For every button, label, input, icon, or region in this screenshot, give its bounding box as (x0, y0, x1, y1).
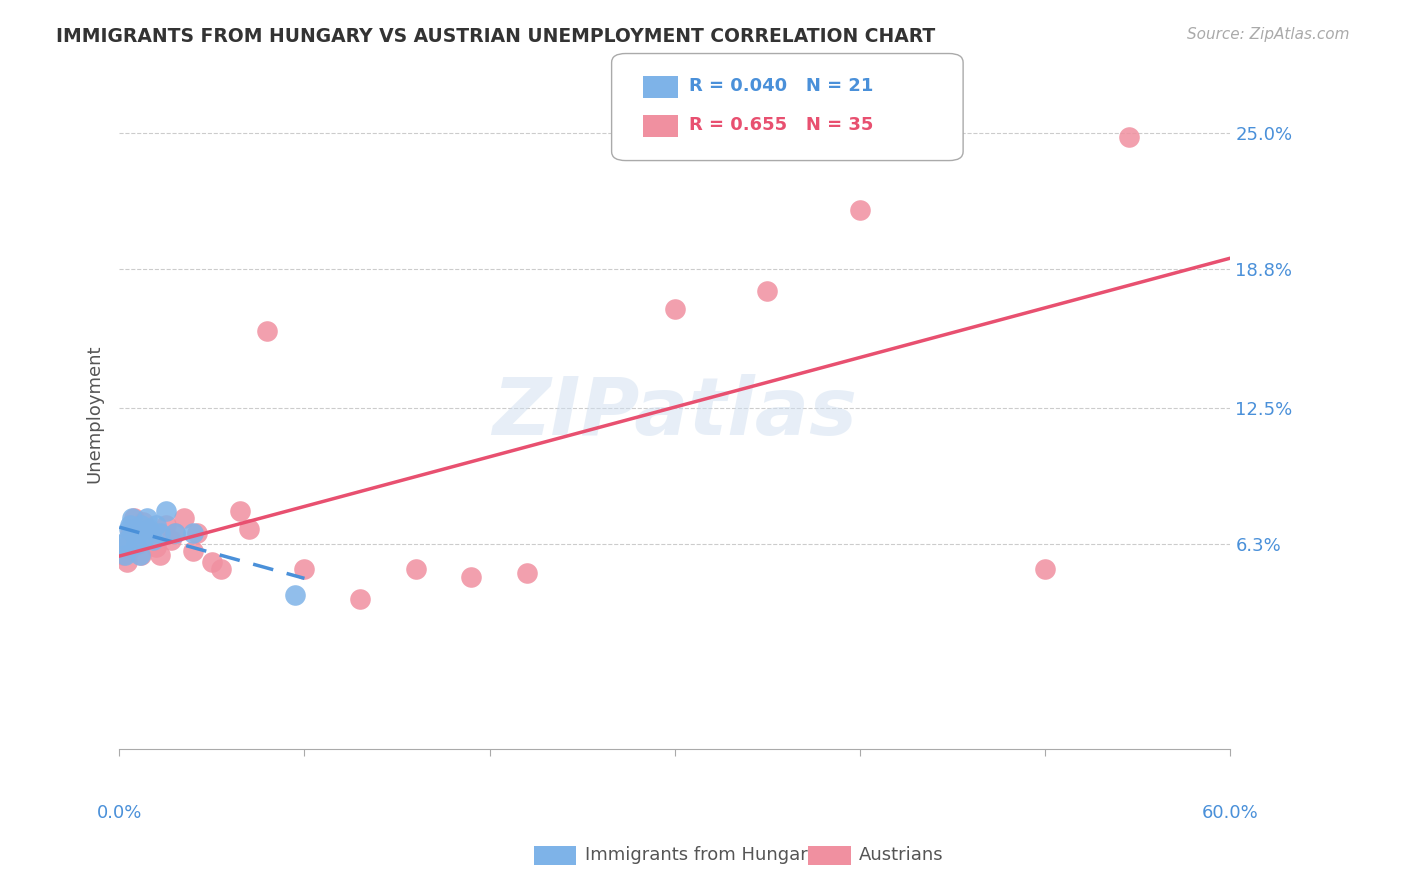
Point (136, 522, 159, 536)
Point (115, 555, 138, 569)
Point (122, 526, 145, 541)
Point (460, 570, 482, 584)
Text: Immigrants from Hungary: Immigrants from Hungary (585, 847, 818, 864)
Point (155, 504, 177, 518)
Point (111, 537, 134, 551)
Point (120, 526, 142, 541)
Point (228, 504, 250, 518)
Point (284, 588, 307, 602)
Point (138, 522, 160, 536)
Point (149, 549, 172, 563)
Point (516, 566, 538, 580)
Point (183, 544, 205, 558)
Point (405, 561, 427, 575)
Point (145, 540, 167, 554)
Point (1033, 561, 1056, 575)
Point (155, 517, 177, 532)
Point (238, 522, 260, 536)
Point (186, 526, 208, 541)
Point (131, 549, 153, 563)
Point (209, 561, 232, 575)
Point (173, 511, 195, 525)
Point (201, 555, 224, 569)
Point (117, 544, 139, 558)
Point (1118, 129, 1140, 144)
Text: Austrians: Austrians (859, 847, 943, 864)
Point (163, 526, 186, 541)
Point (349, 592, 371, 607)
Text: ZIPatlas: ZIPatlas (492, 375, 858, 452)
Point (117, 522, 139, 536)
Point (149, 526, 172, 541)
Text: 60.0%: 60.0% (1202, 805, 1258, 822)
Point (111, 549, 134, 563)
Point (139, 526, 162, 541)
Text: Source: ZipAtlas.com: Source: ZipAtlas.com (1187, 27, 1350, 42)
Point (849, 202, 872, 217)
Text: IMMIGRANTS FROM HUNGARY VS AUSTRIAN UNEMPLOYMENT CORRELATION CHART: IMMIGRANTS FROM HUNGARY VS AUSTRIAN UNEM… (56, 27, 935, 45)
Point (121, 511, 143, 525)
Point (127, 537, 149, 551)
Point (125, 537, 148, 551)
Point (115, 533, 138, 547)
Point (114, 540, 136, 554)
Point (163, 526, 186, 541)
Point (756, 284, 779, 298)
Point (183, 526, 205, 541)
Point (256, 324, 278, 338)
Point (136, 511, 159, 525)
Point (120, 517, 142, 532)
Text: R = 0.040   N = 21: R = 0.040 N = 21 (689, 77, 873, 95)
Point (132, 533, 155, 547)
Point (122, 511, 145, 525)
Text: R = 0.655   N = 35: R = 0.655 N = 35 (689, 116, 873, 134)
Point (114, 549, 136, 563)
Point (132, 516, 155, 530)
Point (294, 561, 316, 575)
Y-axis label: Unemployment: Unemployment (86, 344, 103, 483)
Text: 0.0%: 0.0% (97, 805, 142, 822)
Point (121, 533, 143, 547)
Point (160, 533, 183, 547)
Point (131, 517, 153, 532)
Point (127, 526, 149, 541)
Point (142, 533, 165, 547)
Point (664, 301, 686, 316)
Point (128, 549, 150, 563)
Point (145, 517, 167, 532)
